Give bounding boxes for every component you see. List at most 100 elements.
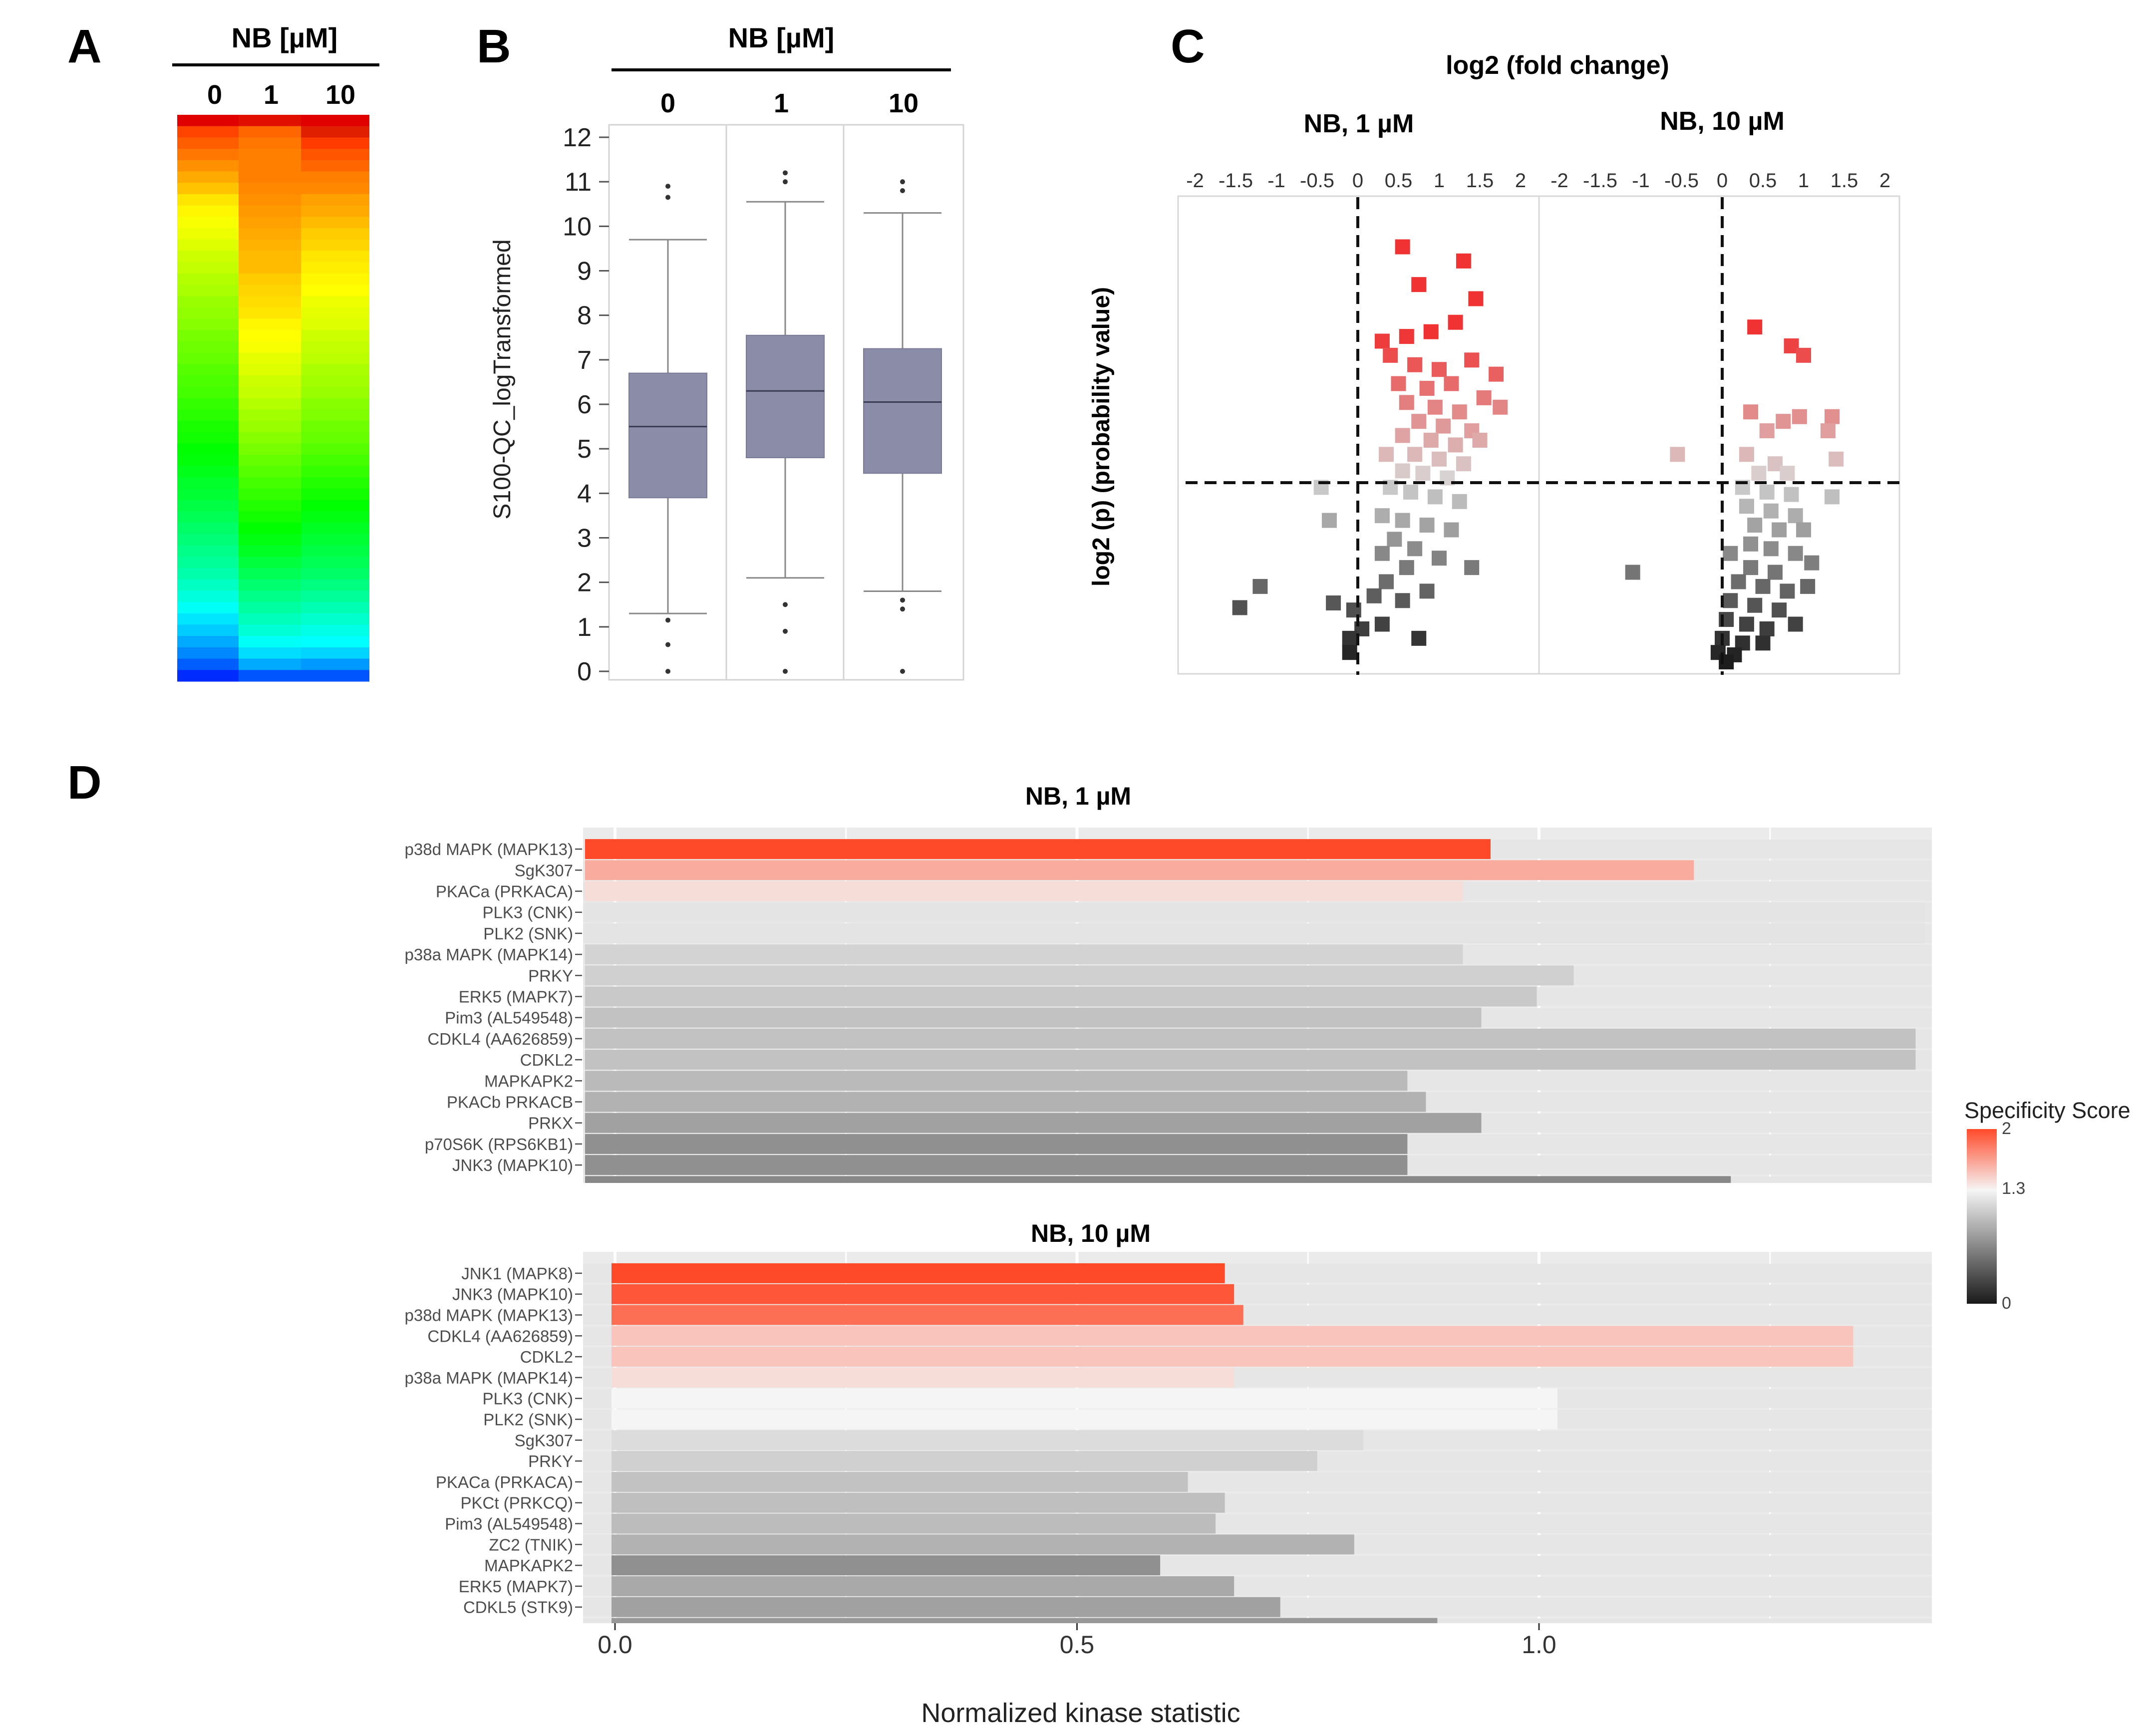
boxplot-title: NB [µM]: [728, 22, 835, 53]
volcano-x-tick-label: 0.5: [1385, 170, 1413, 192]
heatmap-cell: [239, 318, 301, 330]
legend-colorbar: [1967, 1129, 1997, 1304]
panel-b-boxplot: NB [µM] 0 1 10 S100-QC_logTransformed 0 1…: [489, 22, 964, 686]
boxplot-y-tick-label: 0: [577, 657, 592, 686]
volcano-x-tick-label: 0: [1352, 170, 1363, 192]
volcano-point: [1755, 578, 1771, 594]
heatmap-cell: [239, 183, 301, 195]
kinase-label: PLK3 (CNK): [482, 1390, 573, 1408]
kinase-label: p70S6K (RPS6KB1): [425, 1135, 573, 1154]
heatmap-cell: [301, 658, 369, 670]
heatmap-cell: [239, 398, 301, 410]
volcano-x-tick-label: -1: [1632, 170, 1650, 192]
panel-d-kinase-bars: NB, 1 µM NB, 10 µM p38d MAPK (MAPK13) SgK…: [383, 782, 2131, 1728]
boxplot-box: [863, 348, 942, 474]
heatmap-cell: [239, 647, 301, 659]
volcano-point: [1825, 489, 1840, 505]
heatmap-cell: [177, 602, 239, 614]
volcano-point: [1743, 404, 1759, 420]
heatmap-cell: [301, 534, 369, 546]
volcano-point: [1415, 466, 1431, 481]
boxplot-outlier: [900, 188, 905, 193]
heatmap-cell: [177, 375, 239, 387]
heatmap-cell: [177, 523, 239, 535]
kinase-label: CDKL4 (AA626859): [427, 1030, 573, 1048]
kinase-bar: [585, 902, 1925, 922]
heatmap-cell: [177, 273, 239, 286]
boxplot-ylabel: S100-QC_logTransformed: [489, 239, 516, 519]
volcano-point: [1407, 357, 1423, 372]
volcano-point: [1792, 409, 1807, 424]
heatmap-cell: [301, 579, 369, 591]
heatmap-cell: [239, 409, 301, 421]
volcano-x-tick-label: -1.5: [1583, 170, 1617, 192]
boxplot-outlier: [783, 602, 788, 607]
heatmap-cell: [177, 330, 239, 342]
volcano-point: [1796, 347, 1811, 363]
heatmap-cell: [301, 330, 369, 342]
heatmap-title: NB [µM]: [232, 22, 338, 53]
volcano-point: [1444, 522, 1459, 538]
volcano-point: [1800, 578, 1816, 594]
volcano-point: [1366, 588, 1382, 603]
heatmap-cell: [239, 511, 301, 523]
heatmap-cell: [177, 489, 239, 501]
heatmap-cell: [239, 341, 301, 353]
legend-title: Specificity Score: [1964, 1098, 2131, 1123]
kinase-bar: [585, 986, 1537, 1007]
kinase-label: PRKY: [528, 1452, 573, 1470]
boxplot-y-tick-label: 5: [577, 435, 592, 464]
volcano-point: [1395, 593, 1410, 608]
kinase-panel-title-1: NB, 1 µM: [1025, 782, 1131, 810]
volcano-point: [1403, 484, 1418, 500]
heatmap-cell: [301, 477, 369, 489]
heatmap-cell: [301, 183, 369, 195]
heatmap-cell: [301, 307, 369, 319]
kinase-x-tick-label: 0.0: [598, 1631, 632, 1659]
kinase-label: ZC2 (TNIK): [489, 1535, 573, 1554]
heatmap-cell: [239, 149, 301, 161]
volcano-point: [1739, 499, 1754, 514]
heatmap-cell: [239, 307, 301, 319]
heatmap-cell: [239, 443, 301, 455]
kinase-label: CDKL4 (AA626859): [427, 1327, 573, 1345]
boxplot-y-tick-label: 6: [577, 390, 592, 419]
kinase-bar: [585, 1134, 1408, 1154]
boxplot-y-tick-label: 7: [577, 346, 592, 375]
heatmap-cell: [301, 523, 369, 535]
boxplot-outlier: [665, 195, 670, 200]
heatmap-cell: [301, 194, 369, 206]
kinase-label: JNK1 (MAPK8): [461, 1264, 573, 1283]
heatmap-cell: [177, 386, 239, 399]
volcano-point: [1427, 399, 1443, 415]
kinase-label: p38a MAPK (MAPK14): [405, 945, 573, 964]
heatmap-cell: [239, 126, 301, 138]
volcano-point: [1723, 593, 1738, 608]
heatmap-cell: [177, 455, 239, 467]
heatmap-cell: [301, 296, 369, 308]
boxplot-cat-1: 1: [774, 88, 789, 118]
heatmap-cell: [301, 217, 369, 229]
volcano-point: [1432, 551, 1447, 566]
kinase-bar: [612, 1326, 1853, 1346]
heatmap-cell: [301, 251, 369, 263]
volcano-point: [1804, 555, 1820, 571]
boxplot-outlier: [665, 617, 670, 623]
volcano-point: [1759, 423, 1775, 439]
heatmap-cell: [239, 364, 301, 376]
volcano-title: log2 (fold change): [1446, 51, 1669, 80]
kinase-bar: [612, 1618, 1438, 1623]
heatmap-cell: [301, 318, 369, 330]
heatmap-cell: [239, 251, 301, 263]
volcano-point: [1374, 616, 1390, 632]
heatmap-cell: [177, 568, 239, 580]
volcano-points: [1232, 239, 1844, 670]
heatmap-cell: [239, 557, 301, 569]
volcano-point: [1374, 508, 1390, 524]
heatmap-cell: [177, 409, 239, 421]
heatmap-cell: [239, 636, 301, 648]
volcano-x-tick-label: -2: [1550, 170, 1568, 192]
heatmap-cell: [177, 296, 239, 308]
heatmap-cell: [177, 477, 239, 489]
